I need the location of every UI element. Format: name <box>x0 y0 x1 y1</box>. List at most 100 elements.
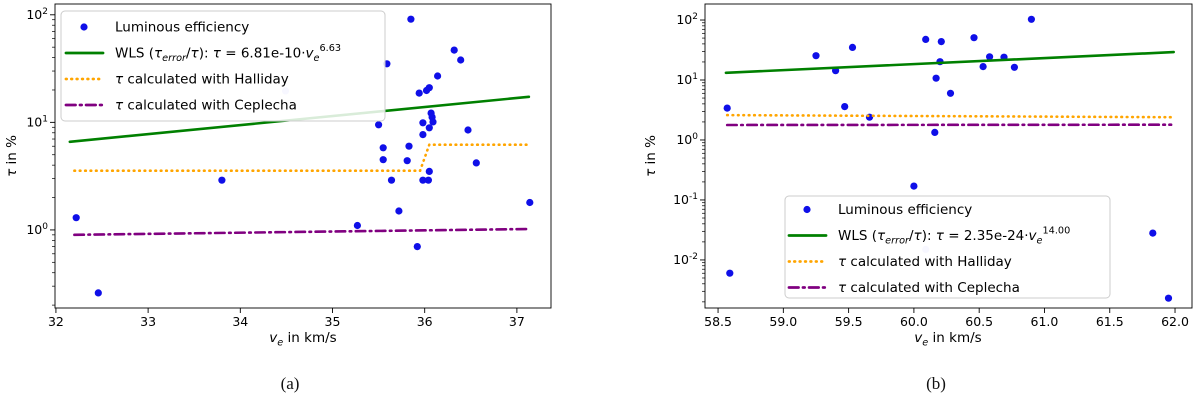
chart-panel-b: 58.5 59.0 59.5 60.0 60.5 61.0 61.5 62.0 10-2 10-1… <box>643 3 1193 349</box>
data-point <box>419 119 427 127</box>
data-point <box>1164 294 1173 302</box>
legend-box <box>60 10 386 122</box>
data-point <box>419 176 427 184</box>
x-tick-label: 37 <box>509 314 525 329</box>
data-point <box>841 103 849 111</box>
fit-line-a <box>73 143 529 172</box>
y-tick-label: 10-2 <box>673 252 698 267</box>
legend-a: Luminous efficiency WLS (τerror/τ): τ = 6… <box>60 10 386 122</box>
scatter-series-a <box>72 15 534 297</box>
data-point <box>424 176 432 184</box>
x-tick-label: 61.0 <box>1031 314 1059 329</box>
data-point <box>848 43 857 52</box>
legend-entry-label: τ calculated with Ceplecha <box>115 98 297 114</box>
data-point <box>415 89 423 97</box>
data-point <box>94 289 102 297</box>
legend-marker-dot <box>803 205 811 214</box>
x-axis-label-a: ve in km/s <box>269 330 336 349</box>
y-axis-a: 100 101 102 <box>26 7 55 306</box>
data-point <box>723 104 731 112</box>
x-tick-label: 60.0 <box>900 314 928 329</box>
legend-entry-label: Luminous efficiency <box>115 20 249 36</box>
y-axis-label-b: τ in % <box>643 135 659 177</box>
x-tick-label: 36 <box>417 314 433 329</box>
data-point <box>464 126 472 134</box>
data-point <box>425 84 433 92</box>
y-tick-label: 10-1 <box>673 192 698 207</box>
data-point <box>726 269 734 277</box>
y-tick-label: 100 <box>26 222 48 237</box>
x-tick-label: 58.5 <box>704 314 732 329</box>
x-axis-a: 32 33 34 35 36 37 <box>48 308 525 329</box>
data-point <box>1010 63 1018 71</box>
data-point <box>413 243 421 251</box>
data-point <box>375 121 383 129</box>
axes-b <box>704 3 1193 309</box>
legend-entry-label: WLS (τerror/τ): τ = 2.35e-24·ve14.00 <box>838 226 1070 247</box>
data-point <box>72 214 80 222</box>
legend-entry-label: Luminous efficiency <box>838 202 972 218</box>
y-tick-label: 102 <box>26 7 48 22</box>
x-tick-label: 59.5 <box>835 314 863 329</box>
data-point <box>932 74 940 82</box>
x-tick-label: 60.5 <box>965 314 993 329</box>
x-tick-label: 34 <box>232 314 248 329</box>
data-point <box>403 157 411 165</box>
data-point <box>931 128 939 136</box>
x-tick-label: 62.0 <box>1161 314 1189 329</box>
fit-line-b <box>725 113 1173 119</box>
data-point <box>395 207 403 215</box>
data-point <box>425 167 433 175</box>
data-point <box>946 89 955 97</box>
data-point <box>450 46 458 54</box>
data-point <box>353 221 361 230</box>
x-tick-label: 35 <box>325 314 341 329</box>
axes-a <box>54 3 552 309</box>
y-tick-label: 102 <box>676 12 698 27</box>
data-point <box>472 159 480 167</box>
fit-line-b <box>724 50 1176 75</box>
data-point <box>457 56 465 64</box>
chart-panel-a: 32 33 34 35 36 37 100 101 102 ve in km/s τ in % Lum… <box>4 3 552 349</box>
caption-a: (a) <box>280 374 300 393</box>
legend-b: Luminous efficiency WLS (τerror/τ): τ = 2… <box>784 195 1111 299</box>
legend-box <box>784 195 1111 299</box>
data-point <box>979 63 987 71</box>
data-point <box>937 38 945 46</box>
data-point <box>1149 229 1157 237</box>
data-point <box>379 156 387 164</box>
y-tick-label: 100 <box>676 132 698 147</box>
data-point <box>970 34 978 42</box>
x-tick-label: 59.0 <box>769 314 797 329</box>
data-point <box>405 142 413 150</box>
data-point <box>379 144 387 152</box>
legend-entry-label: τ calculated with Halliday <box>115 72 289 88</box>
data-point <box>425 124 433 132</box>
x-tick-label: 32 <box>48 314 64 329</box>
data-point <box>1027 15 1035 23</box>
data-point <box>986 53 994 61</box>
legend-marker-dot <box>80 23 88 31</box>
y-axis-label-a: τ in % <box>4 135 20 177</box>
x-axis-label-b: ve in km/s <box>914 330 981 349</box>
x-tick-label: 33 <box>140 314 156 329</box>
y-axis-b: 10-2 10-1 100 101 102 <box>673 12 705 303</box>
data-point <box>429 118 437 126</box>
legend-entry-label: τ calculated with Halliday <box>838 254 1012 270</box>
legend-entry-label: τ calculated with Ceplecha <box>838 280 1020 296</box>
legend-entry-label: WLS (τerror/τ): τ = 6.81e-10·ve6.63 <box>115 43 341 64</box>
data-point <box>922 35 930 44</box>
x-axis-b: 58.5 59.0 59.5 60.0 60.5 61.0 61.5 62.0 <box>704 308 1189 329</box>
data-point <box>419 131 427 139</box>
y-tick-label: 101 <box>26 114 48 129</box>
x-tick-label: 61.5 <box>1096 314 1124 329</box>
data-point <box>407 15 415 23</box>
data-point <box>526 198 534 207</box>
data-point <box>387 176 396 184</box>
data-point <box>434 72 442 80</box>
data-point <box>218 176 226 184</box>
data-point <box>812 52 820 60</box>
data-point <box>910 182 918 190</box>
y-tick-label: 101 <box>676 72 698 87</box>
